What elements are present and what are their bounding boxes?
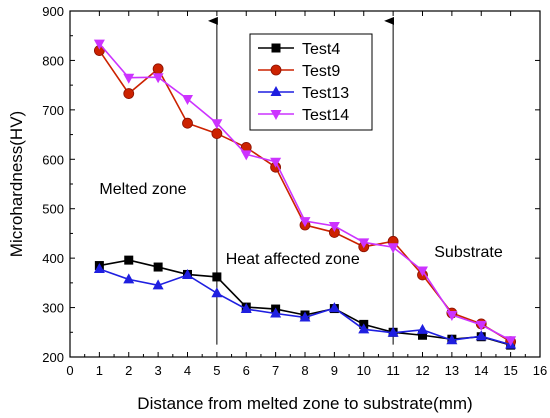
data-point-test13 — [240, 303, 252, 314]
data-point-test13 — [358, 323, 370, 334]
x-tick-label: 4 — [184, 363, 191, 378]
x-axis-title: Distance from melted zone to substrate(m… — [137, 394, 472, 413]
x-tick-label: 1 — [96, 363, 103, 378]
data-point-test14 — [475, 320, 487, 331]
zone-annotation: Melted zone — [99, 181, 186, 198]
zone-annotation: Heat affected zone — [226, 251, 360, 268]
y-tick-label: 500 — [42, 202, 64, 217]
data-point-test14 — [328, 222, 340, 233]
x-tick-label: 15 — [503, 363, 517, 378]
data-point-test14 — [123, 73, 135, 84]
data-point-test13 — [446, 334, 458, 345]
data-point-test14 — [299, 217, 311, 228]
data-point-test14 — [505, 336, 517, 347]
series-line-test13 — [99, 268, 511, 346]
y-tick-label: 800 — [42, 53, 64, 68]
data-point-test4 — [418, 330, 427, 340]
x-tick-label: 9 — [331, 363, 338, 378]
data-point-test4 — [124, 255, 134, 265]
legend-label: Test14 — [302, 107, 349, 124]
x-tick-label: 11 — [386, 363, 400, 378]
data-point-test4 — [212, 272, 222, 282]
y-axis-title: Microhardness(HV) — [7, 111, 26, 257]
legend-marker — [270, 64, 282, 76]
data-point-test14 — [152, 73, 164, 84]
data-point-test13 — [211, 287, 223, 298]
legend-marker — [270, 110, 282, 120]
x-tick-label: 10 — [357, 363, 371, 378]
data-point-test14 — [182, 94, 193, 105]
data-point-test9 — [182, 117, 193, 129]
y-tick-label: 600 — [42, 152, 64, 167]
legend-label: Test4 — [302, 41, 340, 58]
data-point-test9 — [152, 63, 164, 75]
x-tick-label: 0 — [66, 363, 73, 378]
data-point-test13 — [328, 302, 340, 313]
y-tick-label: 400 — [42, 251, 64, 266]
zone-annotation: Substrate — [434, 244, 503, 261]
legend-marker — [270, 86, 282, 96]
data-point-test14 — [270, 157, 282, 168]
legend-marker — [271, 43, 281, 53]
data-point-test14 — [93, 39, 105, 50]
x-tick-label: 5 — [213, 363, 220, 378]
x-tick-label: 3 — [155, 363, 162, 378]
data-point-test14 — [387, 243, 399, 254]
data-point-test14 — [240, 150, 252, 161]
x-tick-label: 14 — [474, 363, 488, 378]
data-point-test4 — [153, 262, 163, 272]
data-point-test13 — [475, 330, 487, 341]
data-point-test9 — [123, 88, 135, 99]
data-point-test13 — [387, 326, 399, 337]
data-point-test13 — [270, 307, 282, 318]
y-tick-label: 900 — [42, 4, 64, 19]
y-tick-label: 300 — [42, 301, 64, 316]
legend-label: Test13 — [302, 85, 349, 102]
y-tick-label: 700 — [42, 103, 64, 118]
data-point-test14 — [211, 119, 223, 130]
data-point-test13 — [299, 311, 311, 322]
data-point-test13 — [123, 273, 135, 284]
data-point-test13 — [182, 268, 193, 279]
data-point-test14 — [417, 266, 428, 277]
x-tick-label: 8 — [301, 363, 308, 378]
y-tick-label: 200 — [42, 350, 64, 365]
data-point-test13 — [417, 323, 428, 334]
x-tick-label: 2 — [125, 363, 132, 378]
x-tick-label: 12 — [415, 363, 429, 378]
series-line-test4 — [99, 259, 511, 346]
data-point-test14 — [358, 238, 370, 249]
x-tick-label: 7 — [272, 363, 279, 378]
legend-label: Test9 — [302, 63, 340, 80]
x-tick-label: 16 — [533, 363, 547, 378]
data-point-test9 — [211, 128, 223, 139]
data-point-test13 — [93, 263, 105, 274]
data-point-test13 — [152, 279, 164, 290]
x-tick-label: 13 — [445, 363, 459, 378]
x-tick-label: 6 — [243, 363, 250, 378]
data-point-test14 — [446, 310, 458, 321]
